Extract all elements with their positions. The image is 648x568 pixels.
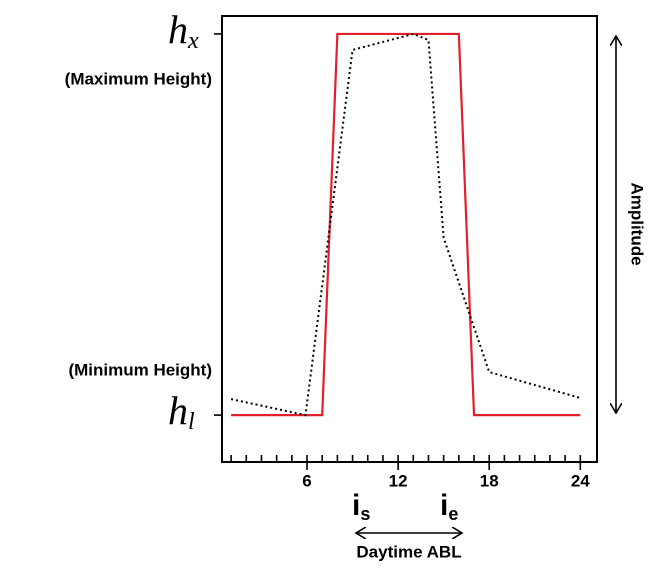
end-text: i [440, 489, 448, 522]
max-label: (Maximum Height) [65, 69, 212, 88]
y-tick-subscript: l [188, 409, 195, 435]
series-line [231, 32, 581, 417]
plot-frame [221, 15, 598, 463]
end-subscript: e [448, 504, 458, 524]
y-tick-letter: h [168, 388, 188, 433]
y-tick-subscript: x [187, 27, 199, 53]
daytime-label: Daytime ABL [356, 542, 461, 561]
x-tick-label: 6 [302, 471, 311, 490]
x-tick-label: 24 [571, 471, 590, 490]
x-tick-label: 18 [480, 471, 499, 490]
end-label: ie [440, 489, 458, 524]
start-subscript: s [360, 504, 370, 524]
amplitude-label: Amplitude [628, 182, 647, 265]
y-tick-letter: h [168, 7, 188, 52]
x-tick-label: 12 [389, 471, 408, 490]
start-text: i [352, 489, 360, 522]
y-tick-label: hl [168, 388, 195, 434]
y-tick-label: hx [168, 7, 199, 53]
series-line [230, 32, 581, 417]
start-label: is [352, 489, 370, 524]
min-label: (Minimum Height) [68, 360, 212, 379]
